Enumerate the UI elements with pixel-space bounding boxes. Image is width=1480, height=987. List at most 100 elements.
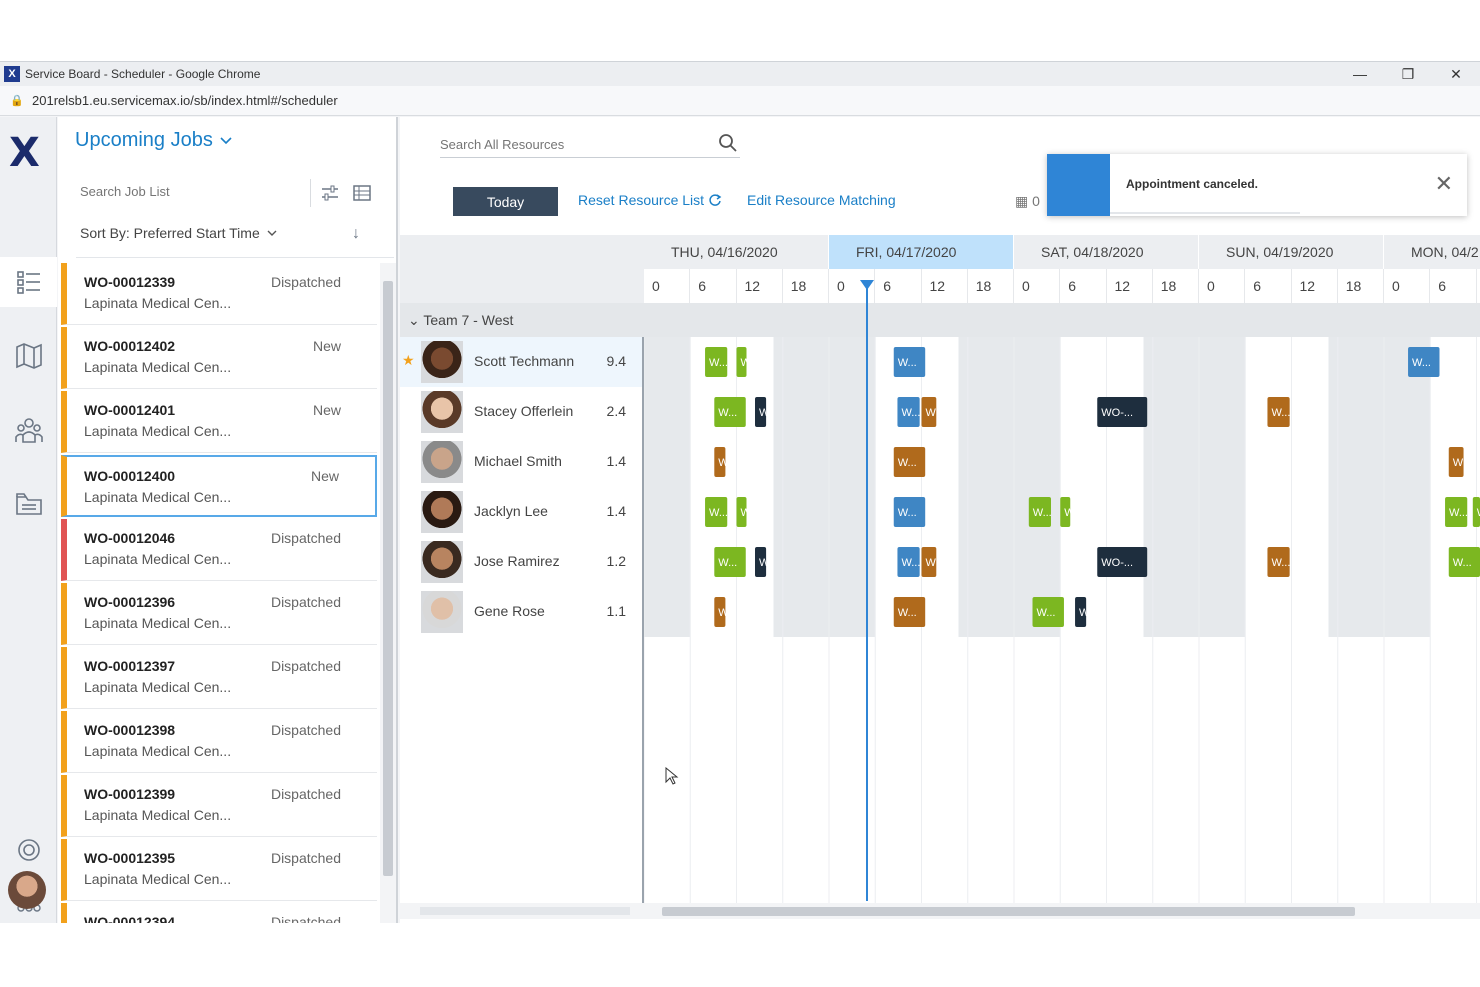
appointment-bar[interactable]	[921, 397, 937, 427]
appointment-block[interactable]: W	[714, 597, 729, 627]
appointment-bar[interactable]	[705, 347, 728, 377]
close-window-button[interactable]: ✕	[1450, 65, 1462, 82]
appointment-bar[interactable]	[755, 397, 767, 427]
appointment-bar[interactable]	[1408, 347, 1440, 377]
appointment-block[interactable]: W	[755, 397, 770, 427]
appointment-block[interactable]: W...	[893, 597, 926, 627]
appointment-block[interactable]: W...	[893, 347, 926, 377]
filter-icon[interactable]	[320, 183, 340, 203]
appointment-block[interactable]: W...	[714, 547, 746, 577]
appointment-bar[interactable]	[1448, 447, 1464, 477]
job-list-icon[interactable]	[0, 257, 57, 307]
job-list-item[interactable]: WO-00012398 Lapinata Medical Cen... Dispat…	[61, 711, 377, 773]
team-group-row[interactable]: ⌄ Team 7 - West	[400, 303, 1480, 337]
resource-row[interactable]: Jacklyn Lee 1.4	[400, 487, 642, 537]
appointment-bar[interactable]	[714, 547, 746, 577]
appointment-bar[interactable]	[897, 547, 920, 577]
appointment-block[interactable]: W	[736, 347, 752, 377]
appointment-block[interactable]: W	[755, 547, 770, 577]
address-bar[interactable]: 🔒 201relsb1.eu.servicemax.io/sb/index.ht…	[0, 86, 1480, 116]
appointment-block[interactable]: W...	[1267, 547, 1290, 577]
job-list-title[interactable]: Upcoming Jobs	[75, 129, 233, 152]
resource-row[interactable]: Jose Ramirez 1.2	[400, 537, 642, 587]
appointment-block[interactable]: W...	[1032, 597, 1064, 627]
appointment-bar[interactable]	[736, 497, 747, 527]
appointment-bar[interactable]	[1267, 397, 1290, 427]
sort-direction-icon[interactable]: ↓	[352, 225, 360, 242]
url-text[interactable]: 201relsb1.eu.servicemax.io/sb/index.html…	[32, 93, 338, 108]
resource-row[interactable]: Michael Smith 1.4	[400, 437, 642, 487]
appointment-block[interactable]: W...	[1267, 397, 1290, 427]
job-list-item[interactable]: WO-00012397 Lapinata Medical Cen... Dispat…	[61, 647, 377, 709]
appointment-block[interactable]: W	[1060, 497, 1075, 527]
appointment-bar[interactable]	[897, 397, 920, 427]
appointment-block[interactable]: W...	[1408, 347, 1440, 377]
appointment-bar[interactable]	[714, 397, 746, 427]
calendar-icon[interactable]: ▦ 0	[1015, 193, 1040, 209]
appointment-block[interactable]: W...	[1445, 497, 1468, 527]
appointment-bar[interactable]	[1028, 497, 1051, 527]
appointment-block[interactable]: WO-...	[1097, 547, 1148, 577]
job-list-item[interactable]: WO-00012394 Dispatched	[61, 903, 377, 923]
resource-row[interactable]: ★ Scott Techmann 9.4	[400, 337, 642, 387]
appointment-block[interactable]: W	[1448, 447, 1464, 477]
edit-resource-matching-link[interactable]: Edit Resource Matching	[747, 192, 896, 208]
job-list-item[interactable]: WO-00012401 Lapinata Medical Cen... New	[61, 391, 377, 453]
job-list-scrollbar[interactable]	[380, 263, 396, 923]
appointment-block[interactable]: W...	[893, 497, 926, 527]
scrollbar-thumb[interactable]	[383, 281, 393, 876]
reset-resource-list-link[interactable]: Reset Resource List	[578, 192, 722, 208]
resource-row[interactable]: Gene Rose 1.1	[400, 587, 642, 637]
map-icon[interactable]	[0, 331, 57, 381]
appointment-bar[interactable]	[1060, 497, 1071, 527]
job-list-item[interactable]: WO-00012046 Lapinata Medical Cen... Dispat…	[61, 519, 377, 581]
job-list-item[interactable]: WO-00012399 Lapinata Medical Cen... Dispat…	[61, 775, 377, 837]
appointment-bar[interactable]	[1075, 597, 1087, 627]
team-icon[interactable]	[0, 405, 57, 455]
appointment-bar[interactable]	[893, 347, 926, 377]
resource-search-input[interactable]	[440, 132, 740, 158]
appointment-block[interactable]: W...	[1028, 497, 1052, 527]
appointment-bar[interactable]	[1097, 547, 1148, 577]
appointment-block[interactable]: W	[1075, 597, 1090, 627]
appointment-bar[interactable]	[1445, 497, 1468, 527]
appointment-block[interactable]: W...	[897, 547, 920, 577]
appointment-bar[interactable]	[1032, 597, 1064, 627]
appointment-block[interactable]: W...	[1448, 547, 1480, 577]
appointment-block[interactable]: W	[714, 447, 729, 477]
appointment-bar[interactable]	[1448, 547, 1480, 577]
appointment-block[interactable]: W	[1472, 497, 1480, 527]
search-icon[interactable]	[718, 133, 738, 153]
appointment-bar[interactable]	[921, 547, 937, 577]
appointment-bar[interactable]	[893, 497, 926, 527]
appointment-block[interactable]: WO-...	[1097, 397, 1148, 427]
star-icon[interactable]: ★	[402, 352, 415, 368]
job-list-item[interactable]: WO-00012400 Lapinata Medical Cen... New	[61, 455, 377, 517]
appointment-bar[interactable]	[893, 447, 926, 477]
job-list-item[interactable]: WO-00012402 Lapinata Medical Cen... New	[61, 327, 377, 389]
appointment-block[interactable]: W	[921, 397, 937, 427]
appointment-bar[interactable]	[1267, 547, 1290, 577]
today-button[interactable]: Today	[453, 187, 558, 216]
resource-row[interactable]: Stacey Offerlein 2.4	[400, 387, 642, 437]
appointment-block[interactable]: W...	[705, 347, 728, 377]
timeline-scrollbar[interactable]	[400, 903, 1480, 919]
restore-button[interactable]: ❐	[1401, 65, 1415, 82]
appointment-bar[interactable]	[714, 597, 726, 627]
sort-dropdown[interactable]: Sort By: Preferred Start Time	[80, 225, 278, 241]
job-search-input[interactable]	[80, 180, 310, 202]
close-icon[interactable]: ✕	[1434, 171, 1453, 196]
user-avatar[interactable]	[8, 871, 46, 909]
folder-icon[interactable]	[0, 479, 57, 529]
appointment-block[interactable]: W	[736, 497, 752, 527]
appointment-block[interactable]: W...	[893, 447, 926, 477]
appointment-block[interactable]: W...	[714, 397, 746, 427]
appointment-bar[interactable]	[1097, 397, 1148, 427]
appointment-bar[interactable]	[1472, 497, 1480, 527]
appointment-bar[interactable]	[705, 497, 728, 527]
minimize-button[interactable]: —	[1353, 66, 1367, 82]
job-list-item[interactable]: WO-00012396 Lapinata Medical Cen... Dispat…	[61, 583, 377, 645]
appointment-bar[interactable]	[714, 447, 726, 477]
appointment-block[interactable]: W...	[705, 497, 728, 527]
resource-scroll-track[interactable]	[420, 907, 630, 915]
